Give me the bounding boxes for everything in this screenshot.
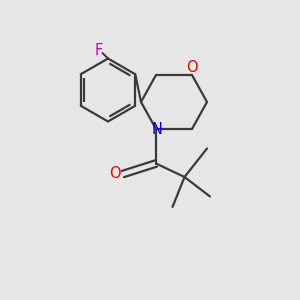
- Text: O: O: [109, 167, 120, 182]
- Text: O: O: [186, 60, 198, 75]
- Text: F: F: [94, 43, 103, 58]
- Text: N: N: [152, 122, 163, 136]
